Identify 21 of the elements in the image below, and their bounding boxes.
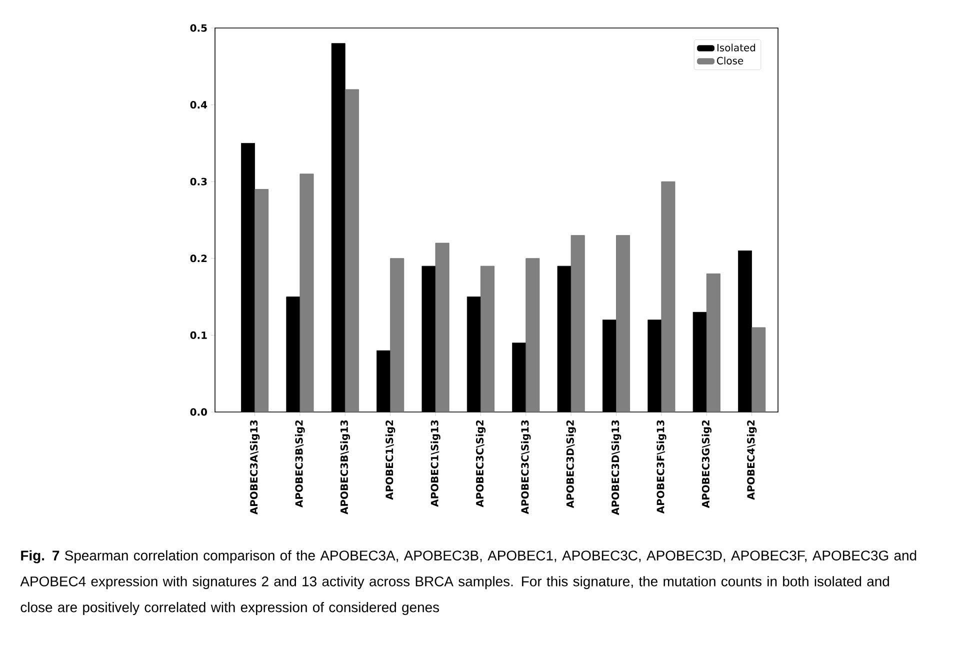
legend-label: Close — [717, 56, 744, 64]
x-tick-label: APOBEC3B\Sig13 — [340, 420, 350, 514]
x-tick-label: APOBEC3C\Sig13 — [521, 420, 531, 514]
x-tick-label: APOBEC4\Sig2 — [746, 420, 757, 500]
x-tick-label: APOBEC3A\Sig13 — [250, 420, 260, 515]
x-tick-label: APOBEC3D\Sig13 — [611, 420, 622, 516]
y-tick-label: 0.2 — [190, 254, 207, 262]
y-tick-label: 0.3 — [190, 178, 207, 186]
legend-label: Isolated — [717, 44, 756, 52]
x-tick-label: APOBEC3F\Sig13 — [656, 420, 666, 514]
y-tick-label: 0.5 — [190, 24, 207, 32]
y-tick-label: 0.4 — [190, 101, 208, 109]
x-tick-label: APOBEC3B\Sig2 — [295, 420, 305, 508]
x-tick-label: APOBEC3D\Sig2 — [566, 420, 576, 508]
x-tick-label: APOBEC3G\Sig2 — [702, 420, 712, 508]
y-tick-label: 0.0 — [190, 408, 208, 416]
x-tick-label: APOBEC1\Sig13 — [430, 420, 440, 507]
x-tick-label: APOBEC1\Sig2 — [385, 420, 396, 500]
text: Fig. 7 Spearman correlation comparison of the APOBEC3A, APOBEC3B, APOBEC1, APOBEC3C, APOBEC3D, APOBEC3F, APOBEC3G and APOBEC4 expression with signatures 2 and 13 activity across BRCA samples. For this signature, the mutation counts in both isolated and close are positively correlated with expression of considered genes — [20, 550, 916, 616]
x-tick-label: APOBEC3C\Sig2 — [476, 420, 486, 508]
y-tick-label: 0.1 — [190, 331, 207, 339]
